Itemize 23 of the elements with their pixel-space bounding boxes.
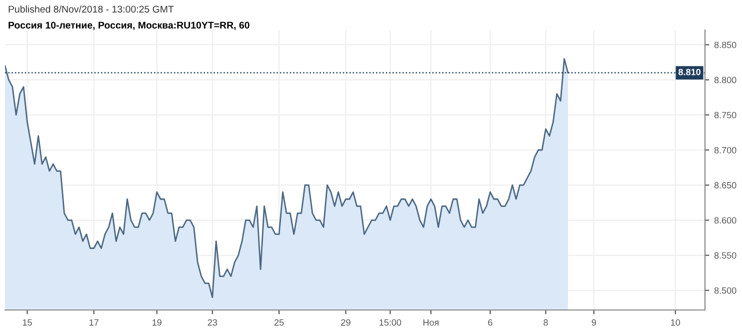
y-tick-label: 8.850 [714,42,736,48]
y-tick-label: 8.550 [714,252,736,259]
x-tick-label: 19 [152,319,162,326]
ref-line-label: 8.810 [678,68,700,76]
x-tick-label: 17 [90,319,98,326]
x-tick-label: 9 [592,319,596,326]
x-tick-label: 8 [544,319,548,326]
x-tick-label: 25 [274,319,284,326]
y-tick-label: 8.500 [714,287,736,294]
x-tick-label: 6 [488,319,492,326]
y-tick-label: 8.700 [714,146,736,154]
x-tick-label: 15:00 [380,319,402,326]
y-tick-label: 8.600 [714,217,736,224]
y-tick-label: 8.750 [714,112,736,118]
y-tick-label: 8.650 [714,182,736,188]
text: Published 8/Nov/2018 - 13:00:25 GMT [8,5,174,13]
x-tick-label: Ноя [423,319,439,326]
x-tick-label: 15 [22,319,32,326]
x-tick-label: 10 [671,319,680,326]
x-tick-label: 23 [208,319,218,326]
x-tick-label: 29 [341,319,350,326]
y-tick-label: 8.800 [714,76,736,84]
chart-title: Россия 10-летние, Россия, Москва:RU10YT=RR, 60 [8,22,250,30]
